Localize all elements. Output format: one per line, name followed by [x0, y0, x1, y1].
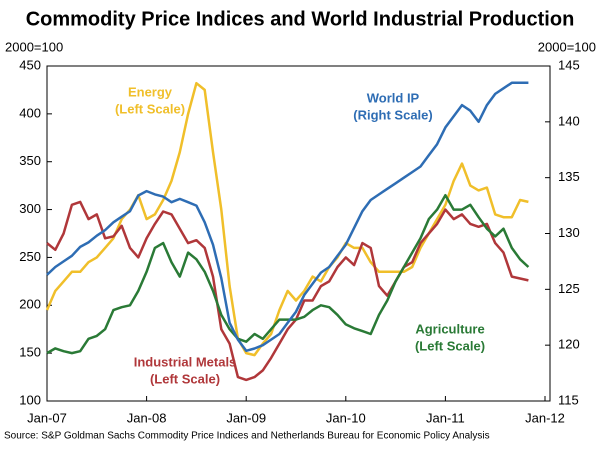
y2-tick-label: 135: [558, 169, 580, 184]
chart-title: Commodity Price Indices and World Indust…: [26, 8, 575, 30]
y2-tick-label: 130: [558, 225, 580, 240]
series-label: Agriculture: [415, 321, 484, 336]
x-tick-label: Jan-09: [226, 410, 266, 425]
y-tick-label: 350: [19, 153, 41, 168]
series-label: Industrial Metals: [134, 354, 237, 369]
series-label: World IP: [367, 90, 420, 105]
y2-tick-label: 145: [558, 57, 580, 72]
x-tick-label: Jan-11: [426, 410, 465, 425]
series-scale-label: (Left Scale): [150, 371, 220, 386]
series-line: [46, 81, 529, 353]
y-tick-label: 150: [19, 345, 41, 360]
series-scale-label: (Right Scale): [353, 107, 432, 122]
y-tick-label: 400: [19, 105, 41, 120]
y-tick-label: 100: [19, 392, 41, 407]
x-tick-label: Jan-12: [525, 410, 565, 425]
series-scale-label: (Left Scale): [415, 338, 485, 353]
series-line: [46, 193, 530, 355]
y-unit-label: 2000=100: [5, 39, 63, 54]
y-tick-label: 250: [19, 249, 41, 264]
y2-unit-label: 2000=100: [538, 39, 596, 54]
y-tick-label: 450: [19, 57, 41, 72]
series-line: [46, 200, 529, 382]
y-tick-label: 200: [19, 297, 41, 312]
series-scale-label: (Left Scale): [115, 101, 185, 116]
y2-tick-label: 120: [558, 337, 580, 352]
y-tick-label: 300: [19, 201, 41, 216]
x-tick-label: Jan-08: [127, 410, 167, 425]
series-label: Energy: [128, 84, 173, 99]
y2-tick-label: 140: [558, 113, 580, 128]
x-tick-label: Jan-10: [326, 410, 366, 425]
source-note: Source: S&P Goldman Sachs Commodity Pric…: [4, 431, 490, 442]
y2-tick-label: 125: [558, 281, 580, 296]
y2-tick-label: 115: [558, 392, 579, 407]
x-tick-label: Jan-07: [27, 410, 67, 425]
